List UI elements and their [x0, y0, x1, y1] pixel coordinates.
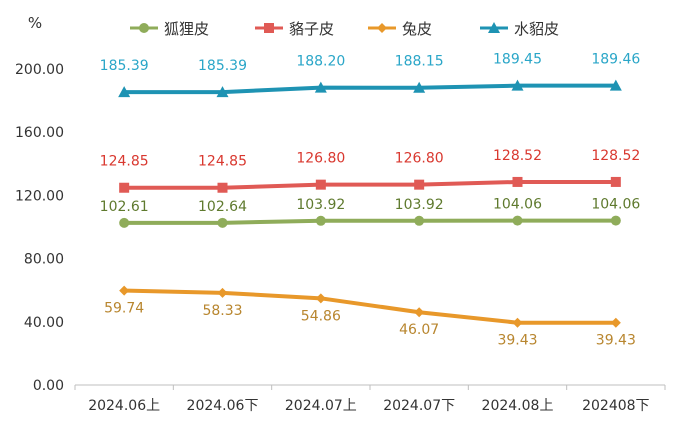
data-point	[512, 176, 523, 187]
series-水貂皮: 185.39 185.39 188.20 188.15 189.45 189.46	[100, 52, 640, 98]
y-axis: 0.00 40.00 80.00 120.00 160.00 200.00	[15, 62, 64, 394]
plot-area: 102.61 102.64 103.92 103.92 104.06 104.06 124.…	[100, 52, 641, 349]
x-tick-label: 202408下	[582, 398, 649, 414]
x-tick-label: 2024.06下	[187, 398, 259, 414]
legend-item: 兔皮	[368, 20, 432, 38]
data-label: 58.33	[202, 303, 242, 319]
legend-swatch-marker	[488, 22, 500, 33]
data-point	[414, 215, 425, 226]
data-point	[413, 81, 426, 93]
legend-label: 兔皮	[402, 20, 432, 38]
data-label: 59.74	[104, 301, 144, 317]
series-line	[124, 218, 616, 225]
data-point	[609, 79, 622, 91]
data-label: 124.85	[100, 154, 149, 170]
data-label: 128.52	[591, 148, 640, 164]
y-axis-unit-label: %	[28, 14, 42, 32]
data-label: 185.39	[198, 58, 247, 74]
data-label: 39.43	[596, 333, 636, 349]
series-兔皮: 59.74 58.33 54.86 46.07 39.43 39.43	[104, 285, 636, 349]
legend-swatch-marker	[377, 23, 387, 33]
x-tick-label: 2024.07下	[383, 398, 455, 414]
x-tick-label: 2024.06上	[88, 398, 160, 414]
data-label: 102.64	[198, 199, 247, 215]
data-point	[217, 287, 228, 298]
data-label: 124.85	[198, 154, 247, 170]
data-point	[414, 307, 425, 318]
data-point	[610, 317, 621, 328]
x-tick-label: 2024.08上	[482, 398, 554, 414]
series-貉子皮: 124.85 124.85 126.80 126.80 128.52 128.52	[100, 148, 640, 193]
data-point	[217, 182, 228, 193]
data-label: 103.92	[395, 197, 444, 213]
data-point	[610, 176, 621, 187]
legend-swatch-marker	[264, 23, 274, 33]
y-tick-label: 0.00	[33, 378, 64, 394]
data-point	[314, 81, 327, 93]
data-point	[118, 86, 131, 98]
data-point	[119, 217, 130, 228]
data-point	[414, 179, 425, 190]
data-label: 54.86	[301, 308, 341, 324]
legend-item: 貉子皮	[255, 20, 334, 38]
y-tick-label: 200.00	[15, 62, 64, 78]
legend-swatch-marker	[139, 23, 149, 33]
data-point	[119, 285, 130, 296]
data-label: 128.52	[493, 148, 542, 164]
data-label: 104.06	[591, 197, 640, 213]
data-point	[119, 182, 130, 193]
legend-label: 貉子皮	[289, 20, 334, 38]
series-line	[124, 83, 616, 95]
data-point	[217, 217, 228, 228]
data-point	[511, 79, 524, 91]
legend-label: 狐狸皮	[164, 20, 209, 38]
data-label: 102.61	[100, 199, 149, 215]
data-label: 126.80	[296, 151, 345, 167]
data-label: 104.06	[493, 197, 542, 213]
x-axis: 2024.06上 2024.06下 2024.07上 2024.07下 2024.08上…	[74, 384, 666, 414]
y-tick-label: 160.00	[15, 125, 64, 141]
data-point	[315, 293, 326, 304]
x-tick-label: 2024.07上	[285, 398, 357, 414]
data-point	[315, 215, 326, 226]
data-label: 103.92	[296, 197, 345, 213]
series-line	[124, 288, 616, 325]
series-line	[124, 179, 616, 190]
data-point	[512, 317, 523, 328]
legend-item: 狐狸皮	[130, 20, 209, 38]
data-point	[610, 215, 621, 226]
data-label: 126.80	[395, 151, 444, 167]
legend: 狐狸皮 貉子皮 兔皮 水貂皮	[130, 20, 559, 38]
data-label: 189.46	[591, 52, 640, 68]
data-label: 188.15	[395, 54, 444, 70]
legend-item: 水貂皮	[480, 20, 559, 38]
data-point	[512, 215, 523, 226]
y-tick-label: 120.00	[15, 188, 64, 204]
y-tick-label: 40.00	[24, 315, 64, 331]
data-label: 189.45	[493, 52, 542, 68]
data-label: 46.07	[399, 322, 439, 338]
data-point	[315, 179, 326, 190]
y-tick-label: 80.00	[24, 252, 64, 268]
legend-label: 水貂皮	[514, 20, 559, 38]
data-label: 185.39	[100, 58, 149, 74]
data-point	[216, 86, 229, 98]
data-label: 39.43	[497, 333, 537, 349]
data-label: 188.20	[296, 54, 345, 70]
series-狐狸皮: 102.61 102.64 103.92 103.92 104.06 104.06	[100, 197, 640, 228]
